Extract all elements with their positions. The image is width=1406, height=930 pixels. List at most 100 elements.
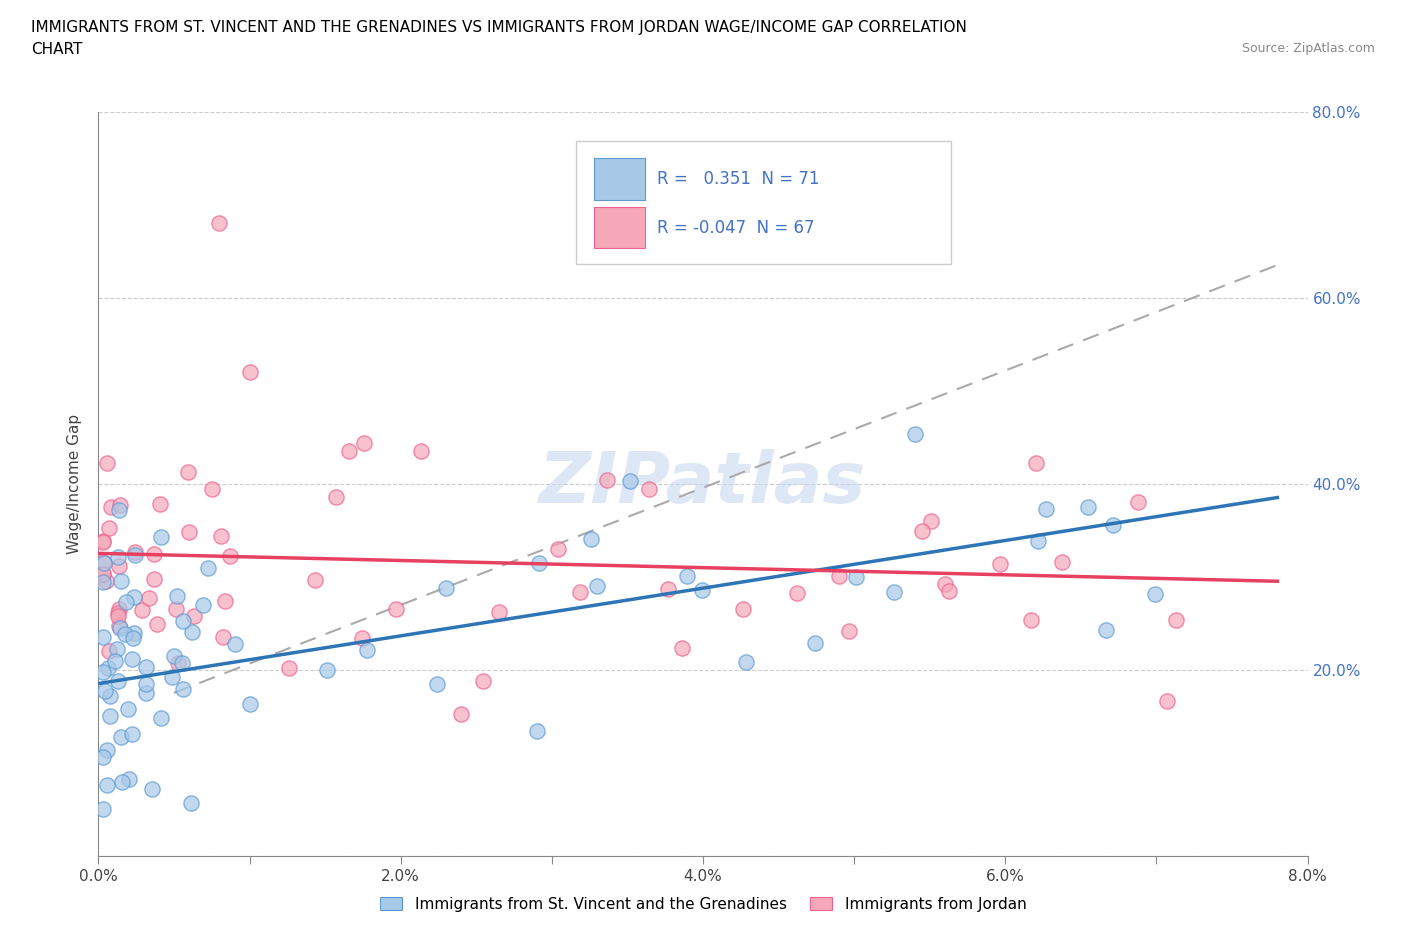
Point — [110, 574, 132, 589]
Point — [91, 535, 114, 550]
Point — [122, 626, 145, 641]
Point — [170, 656, 193, 671]
Point — [118, 771, 141, 786]
Point — [96, 574, 118, 589]
Point — [121, 726, 143, 741]
Point — [1164, 612, 1187, 627]
Point — [201, 481, 224, 496]
Point — [191, 597, 214, 612]
Point — [214, 593, 236, 608]
Point — [1144, 586, 1167, 601]
Point — [100, 499, 122, 514]
Point — [93, 555, 115, 570]
Point — [167, 656, 190, 671]
Point — [135, 685, 157, 700]
Point — [339, 444, 361, 458]
Text: R =   0.351  N = 71: R = 0.351 N = 71 — [657, 170, 820, 188]
Point — [179, 525, 201, 539]
Point — [239, 365, 262, 379]
Point — [97, 660, 120, 675]
Point — [224, 636, 246, 651]
Point — [488, 604, 510, 619]
Legend: Immigrants from St. Vincent and the Grenadines, Immigrants from Jordan: Immigrants from St. Vincent and the Gren… — [374, 890, 1032, 918]
Point — [197, 561, 219, 576]
Point — [356, 643, 378, 658]
Point — [920, 513, 942, 528]
Point — [107, 605, 129, 620]
Point — [91, 749, 114, 764]
Point — [1076, 500, 1098, 515]
Text: CHART: CHART — [31, 42, 83, 57]
Point — [149, 711, 172, 725]
Point — [91, 566, 114, 581]
Point — [904, 427, 927, 442]
Point — [131, 603, 153, 618]
Point — [472, 673, 495, 688]
Point — [315, 663, 337, 678]
Point — [547, 541, 569, 556]
Point — [239, 697, 262, 711]
Point — [804, 635, 827, 650]
Point — [411, 444, 433, 458]
Point — [149, 530, 172, 545]
Point — [121, 631, 143, 645]
Point — [104, 654, 127, 669]
Point — [91, 630, 114, 644]
FancyBboxPatch shape — [595, 206, 645, 248]
FancyBboxPatch shape — [576, 141, 950, 264]
Point — [98, 688, 121, 703]
Point — [211, 630, 233, 644]
Point — [426, 677, 449, 692]
FancyBboxPatch shape — [595, 158, 645, 200]
Point — [108, 559, 131, 574]
Point — [122, 589, 145, 604]
Point — [163, 648, 186, 663]
Point — [586, 578, 609, 593]
Point — [786, 585, 808, 600]
Point — [350, 631, 373, 645]
Point — [183, 608, 205, 623]
Point — [671, 641, 693, 656]
Point — [579, 532, 602, 547]
Point — [277, 661, 299, 676]
Point — [107, 674, 129, 689]
Point — [91, 802, 114, 817]
Point — [96, 777, 118, 792]
Y-axis label: Wage/Income Gap: Wage/Income Gap — [67, 414, 83, 553]
Point — [1101, 518, 1123, 533]
Point — [1095, 622, 1118, 637]
Point — [142, 547, 165, 562]
Point — [107, 609, 129, 624]
Point — [325, 490, 347, 505]
Point — [98, 709, 121, 724]
Point — [138, 591, 160, 605]
Point — [934, 577, 956, 591]
Point — [828, 569, 851, 584]
Point — [166, 602, 188, 617]
Point — [117, 702, 139, 717]
Point — [619, 473, 641, 488]
Point — [111, 774, 134, 789]
Point — [845, 569, 868, 584]
Point — [1126, 495, 1149, 510]
Point — [988, 556, 1011, 571]
Point — [91, 665, 114, 680]
Point — [108, 498, 131, 512]
Point — [1021, 612, 1043, 627]
Point — [166, 589, 188, 604]
Text: R = -0.047  N = 67: R = -0.047 N = 67 — [657, 219, 814, 236]
Point — [110, 730, 132, 745]
Point — [1035, 502, 1057, 517]
Point — [657, 581, 679, 596]
Text: Source: ZipAtlas.com: Source: ZipAtlas.com — [1241, 42, 1375, 55]
Point — [172, 613, 194, 628]
Point — [208, 216, 231, 231]
Point — [91, 574, 114, 589]
Point — [569, 585, 592, 600]
Point — [97, 644, 120, 658]
Point — [731, 602, 754, 617]
Point — [209, 529, 232, 544]
Point — [135, 676, 157, 691]
Point — [529, 556, 551, 571]
Point — [434, 580, 457, 595]
